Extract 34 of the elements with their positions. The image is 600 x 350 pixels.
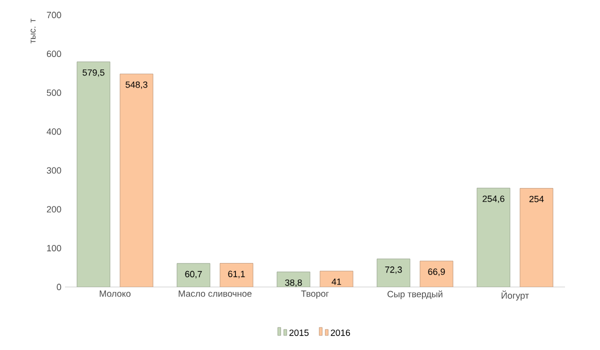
x-tick-label: Сыр твердый <box>388 290 442 300</box>
data-label: 41 <box>332 278 342 285</box>
y-axis-title: тыс. т <box>30 18 36 44</box>
bar <box>176 263 210 287</box>
bar <box>520 188 554 287</box>
data-label: 60,7 <box>185 270 202 278</box>
legend-label: 2015 <box>289 330 309 336</box>
data-label: 61,1 <box>228 270 245 278</box>
data-label: 38,8 <box>285 279 302 287</box>
y-tick-label: 200 <box>46 206 62 212</box>
y-tick-label: 300 <box>46 167 62 174</box>
bar <box>120 74 154 287</box>
bar <box>476 188 510 287</box>
data-label: 66,9 <box>428 268 445 276</box>
data-label: 254 <box>529 196 544 202</box>
bar <box>220 263 254 287</box>
legend-label: 2016 <box>330 330 350 336</box>
data-label: 254,6 <box>482 196 504 204</box>
y-tick-label: 700 <box>46 12 62 18</box>
y-tick-label: 600 <box>46 50 62 58</box>
bar <box>76 62 110 287</box>
y-tick-label: 400 <box>46 128 62 135</box>
x-tick-label: Творог <box>301 290 329 299</box>
y-tick-label: 0 <box>56 284 62 290</box>
x-tick-label: Молоко <box>100 290 131 297</box>
data-label: 72,3 <box>385 266 402 274</box>
bar <box>276 272 310 287</box>
data-label: 548,3 <box>126 81 148 89</box>
y-tick-label: 500 <box>46 90 62 96</box>
bar <box>376 258 410 287</box>
x-tick-label: Йогурт <box>502 290 529 301</box>
x-tick-label: Масло сливочное <box>178 290 252 297</box>
data-label: 579,5 <box>82 69 104 77</box>
y-tick-label: 100 <box>47 244 62 252</box>
